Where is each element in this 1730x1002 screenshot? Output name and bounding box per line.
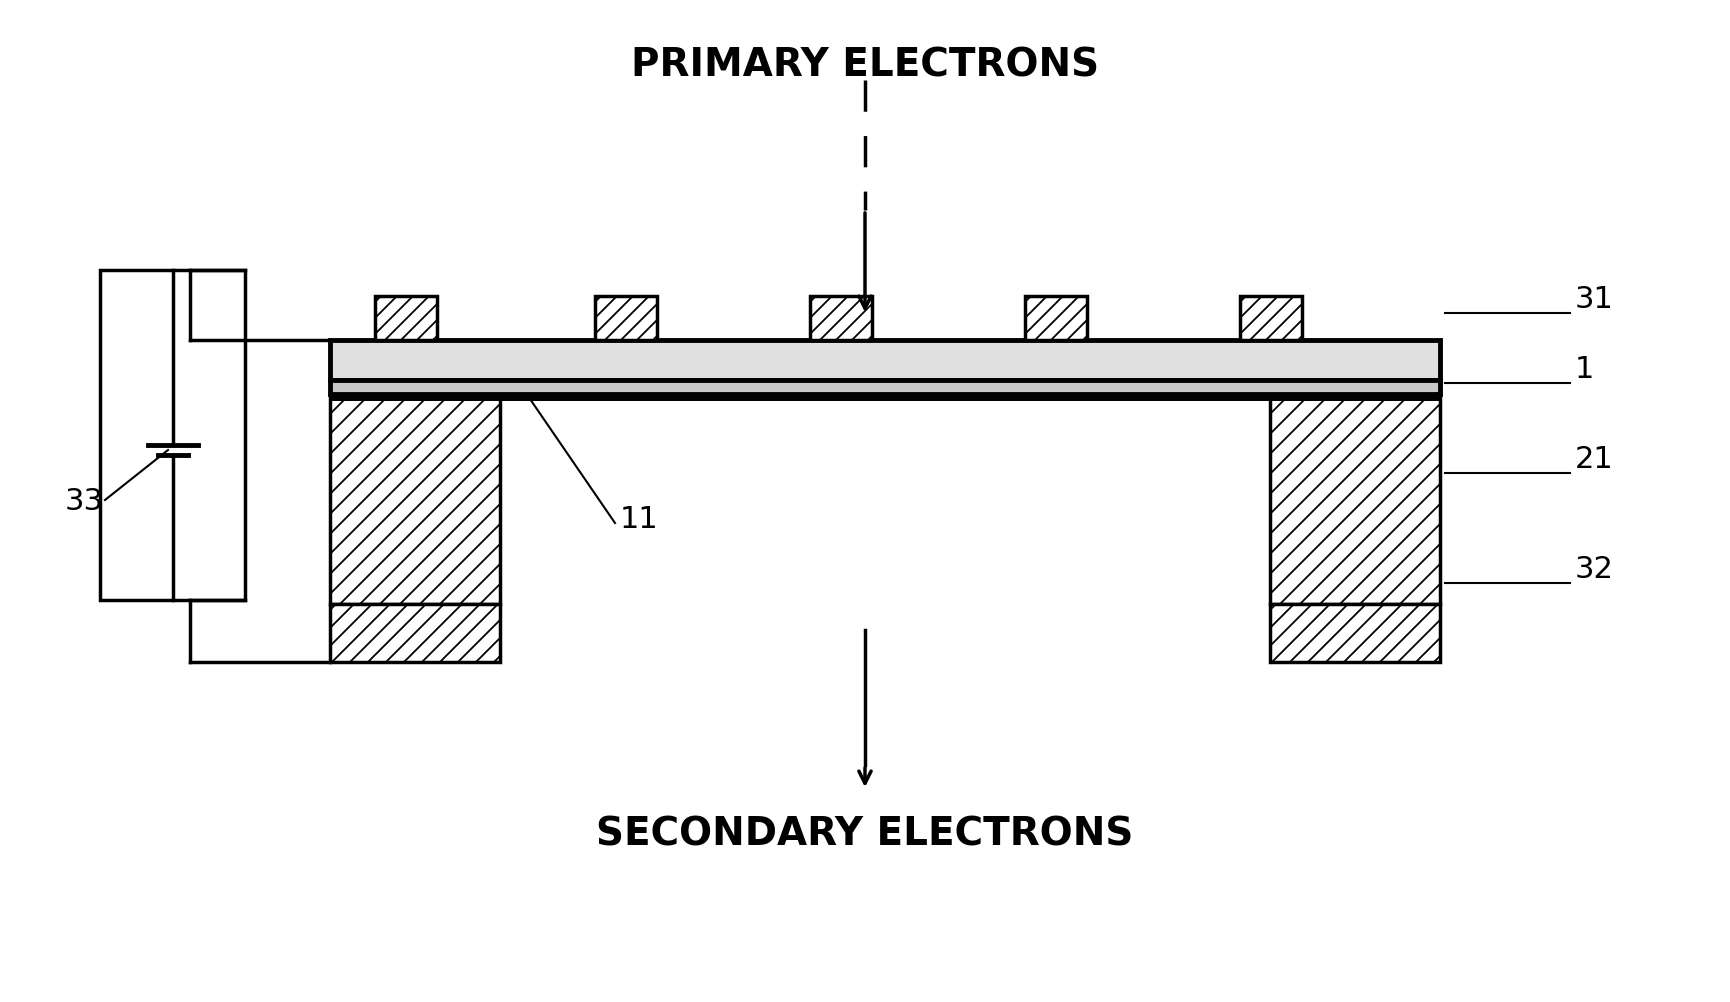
Bar — [330, 604, 500, 662]
Text: 33: 33 — [66, 487, 104, 516]
Text: 1: 1 — [1574, 355, 1595, 384]
Bar — [1024, 296, 1086, 340]
Bar — [1270, 604, 1439, 662]
Bar — [100, 270, 246, 600]
Bar — [330, 380, 1439, 394]
Bar — [595, 296, 657, 340]
Text: SECONDARY ELECTRONS: SECONDARY ELECTRONS — [597, 816, 1133, 854]
Text: 11: 11 — [619, 505, 659, 534]
Bar — [330, 340, 1439, 380]
Bar — [810, 296, 872, 340]
Text: PRIMARY ELECTRONS: PRIMARY ELECTRONS — [631, 46, 1099, 84]
Bar — [330, 394, 1439, 401]
Bar — [330, 394, 500, 604]
Bar — [1270, 394, 1439, 604]
Text: 21: 21 — [1574, 445, 1614, 474]
Bar — [1240, 296, 1303, 340]
Bar — [375, 296, 438, 340]
Text: 32: 32 — [1574, 555, 1614, 584]
Text: 31: 31 — [1574, 285, 1614, 314]
